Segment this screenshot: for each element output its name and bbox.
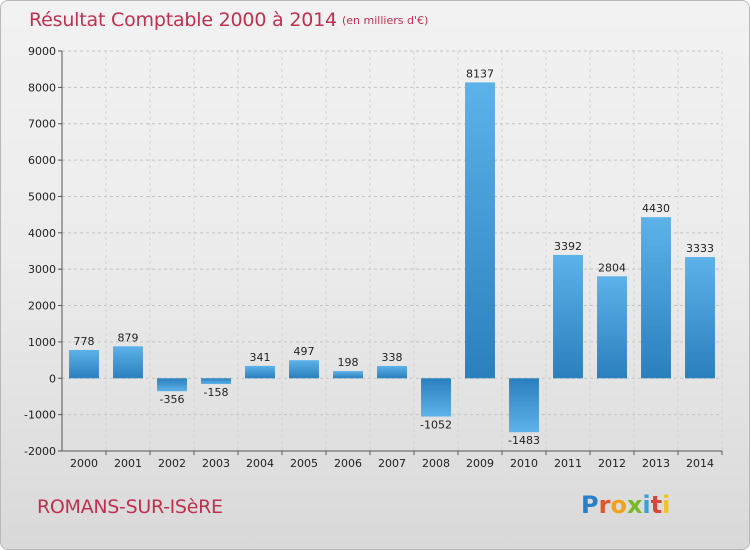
bar-2002 xyxy=(157,378,187,392)
value-label-2001: 879 xyxy=(118,331,139,344)
y-tick-label: 1000 xyxy=(28,336,56,349)
x-tick-label: 2003 xyxy=(202,457,230,470)
value-label-2003: -158 xyxy=(204,386,229,399)
city-name: ROMANS-SUR-ISèRE xyxy=(37,496,223,518)
x-tick-label: 2010 xyxy=(510,457,538,470)
bar-2011 xyxy=(553,254,583,379)
y-tick-label: 9000 xyxy=(28,45,56,58)
value-label-2006: 198 xyxy=(338,356,359,369)
y-tick-label: 0 xyxy=(49,372,56,385)
x-tick-label: 2011 xyxy=(554,457,582,470)
y-tick-label: 5000 xyxy=(28,190,56,203)
x-axis: 2000 2001 2002 2003 2004 2005 2006 2007 2008 2009… xyxy=(62,450,723,470)
x-tick-label: 2001 xyxy=(114,457,142,470)
chart-title: Résultat Comptable 2000 à 2014 xyxy=(29,9,337,31)
value-label-2011: 3392 xyxy=(554,240,582,253)
value-label-2013: 4430 xyxy=(642,202,670,215)
value-label-2008: -1052 xyxy=(420,419,452,432)
y-tick-label: 6000 xyxy=(28,154,56,167)
value-label-2004: 341 xyxy=(250,351,271,364)
y-tick-label: 4000 xyxy=(28,227,56,240)
y-tick-label: -1000 xyxy=(24,409,56,422)
bar-2012 xyxy=(597,276,627,379)
y-tick-label: 2000 xyxy=(28,300,56,313)
bar-2008 xyxy=(421,378,451,417)
bar-2014 xyxy=(685,257,715,379)
x-tick-label: 2009 xyxy=(466,457,494,470)
value-label-2014: 3333 xyxy=(686,242,714,255)
x-tick-label: 2013 xyxy=(642,457,670,470)
value-label-2000: 778 xyxy=(74,335,95,348)
y-tick-label: -2000 xyxy=(24,445,56,458)
value-label-2002: -356 xyxy=(160,393,185,406)
bar-2001 xyxy=(113,346,143,379)
x-tick-label: 2005 xyxy=(290,457,318,470)
y-tick-label: 8000 xyxy=(28,81,56,94)
x-tick-label: 2002 xyxy=(158,457,186,470)
bar-2009 xyxy=(465,82,495,379)
value-labels: 778 879 -356 -158 341 497 198 338 -1052 8137 -1483… xyxy=(74,67,715,447)
unit-note: (en milliers d'€) xyxy=(342,14,429,27)
x-tick-label: 2012 xyxy=(598,457,626,470)
bar-2010 xyxy=(509,378,539,433)
bar-2007 xyxy=(377,365,407,379)
value-label-2007: 338 xyxy=(382,351,403,364)
y-tick-label: 3000 xyxy=(28,263,56,276)
value-label-2012: 2804 xyxy=(598,261,626,274)
value-label-2005: 497 xyxy=(294,345,315,358)
y-axis: -2000 -1000 0 1000 2000 3000 4000 5000 6000 7000 8… xyxy=(24,45,63,458)
x-tick-label: 2007 xyxy=(378,457,406,470)
y-tick-label: 7000 xyxy=(28,118,56,131)
bars xyxy=(69,82,715,433)
x-tick-label: 2006 xyxy=(334,457,362,470)
bar-2006 xyxy=(333,371,363,379)
value-label-2009: 8137 xyxy=(466,67,494,80)
bar-2003 xyxy=(201,378,231,385)
value-label-2010: -1483 xyxy=(508,434,540,447)
x-tick-label: 2014 xyxy=(686,457,714,470)
x-tick-label: 2008 xyxy=(422,457,450,470)
proxiti-logo[interactable]: Proxiti xyxy=(581,491,671,519)
x-tick-label: 2000 xyxy=(70,457,98,470)
bar-2005 xyxy=(289,360,319,379)
grid-lines xyxy=(61,50,723,452)
bar-2013 xyxy=(641,217,671,379)
x-tick-label: 2004 xyxy=(246,457,274,470)
bar-2004 xyxy=(245,365,275,379)
bar-2000 xyxy=(69,349,99,379)
